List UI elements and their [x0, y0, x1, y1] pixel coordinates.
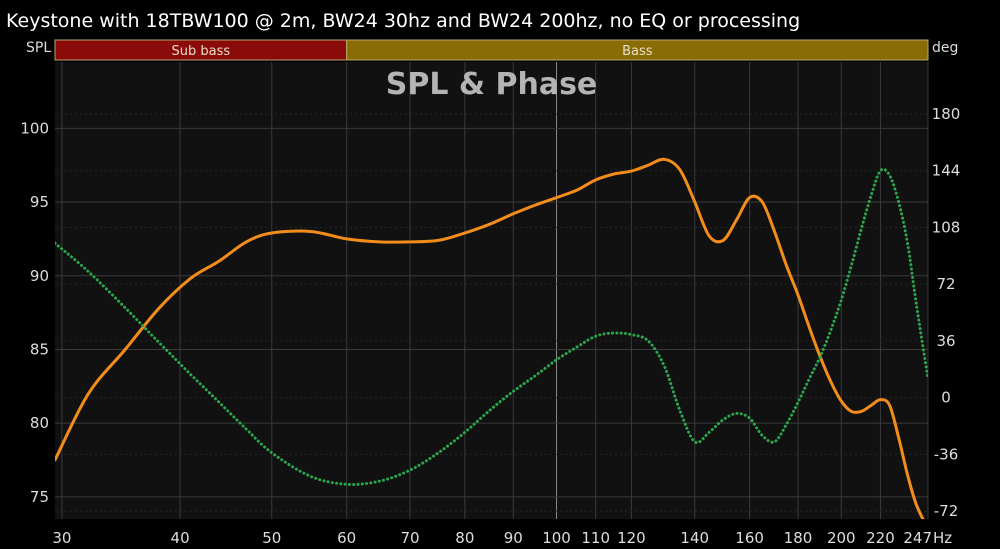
y-left-tick-label: 90: [30, 267, 49, 285]
y-right-tick-label: 180: [932, 105, 961, 123]
x-tick-label: 50: [262, 529, 281, 547]
plot-area: [55, 62, 928, 519]
x-tick-label: 30: [52, 529, 71, 547]
x-tick-label: 70: [400, 529, 419, 547]
phase-line: [55, 167, 928, 486]
y-left-tick-label: 80: [30, 414, 49, 432]
y-right-tick-label: 0: [941, 389, 951, 407]
x-tick-label: 100: [542, 529, 571, 547]
x-tick-label: 247: [903, 529, 932, 547]
chart-header-title: Keystone with 18TBW100 @ 2m, BW24 30hz a…: [6, 10, 800, 32]
y-right-tick-label: -72: [934, 502, 959, 520]
x-axis-unit: Hz: [933, 529, 952, 547]
y-right-tick-label: 72: [936, 275, 955, 293]
axis-tick-labels: 30 40 50 60 70 80 90 100 110 120 140 160 180 200 220 24…: [20, 105, 960, 547]
plot-title: SPL & Phase: [386, 67, 598, 102]
band-label: Bass: [622, 44, 653, 59]
series: [55, 157, 928, 519]
spl-line: [55, 157, 925, 519]
y-left-tick-label: 100: [20, 119, 49, 137]
y-left-tick-label: 85: [30, 340, 49, 358]
x-tick-label: 200: [827, 529, 856, 547]
y-right-tick-label: 108: [932, 218, 961, 236]
x-tick-label: 120: [617, 529, 646, 547]
phase-axis-unit: deg: [932, 40, 958, 56]
x-tick-label: 140: [680, 529, 709, 547]
x-tick-label: 160: [735, 529, 764, 547]
band-label: Sub bass: [172, 44, 231, 59]
x-tick-label: 180: [784, 529, 813, 547]
x-tick-label: 60: [337, 529, 356, 547]
y-left-tick-label: 75: [30, 488, 49, 506]
y-left-tick-label: 95: [30, 193, 49, 211]
y-right-tick-label: 36: [936, 332, 955, 350]
x-tick-label: 220: [866, 529, 895, 547]
x-tick-label: 110: [581, 529, 610, 547]
x-tick-label: 80: [455, 529, 474, 547]
y-right-tick-label: 144: [932, 162, 961, 180]
x-tick-label: 40: [171, 529, 190, 547]
spl-axis-unit: SPL: [26, 40, 51, 56]
frequency-bands: Sub bass Bass: [54, 39, 929, 61]
band-1: [346, 39, 929, 61]
y-right-tick-label: -36: [934, 445, 959, 463]
x-tick-label: 90: [504, 529, 523, 547]
